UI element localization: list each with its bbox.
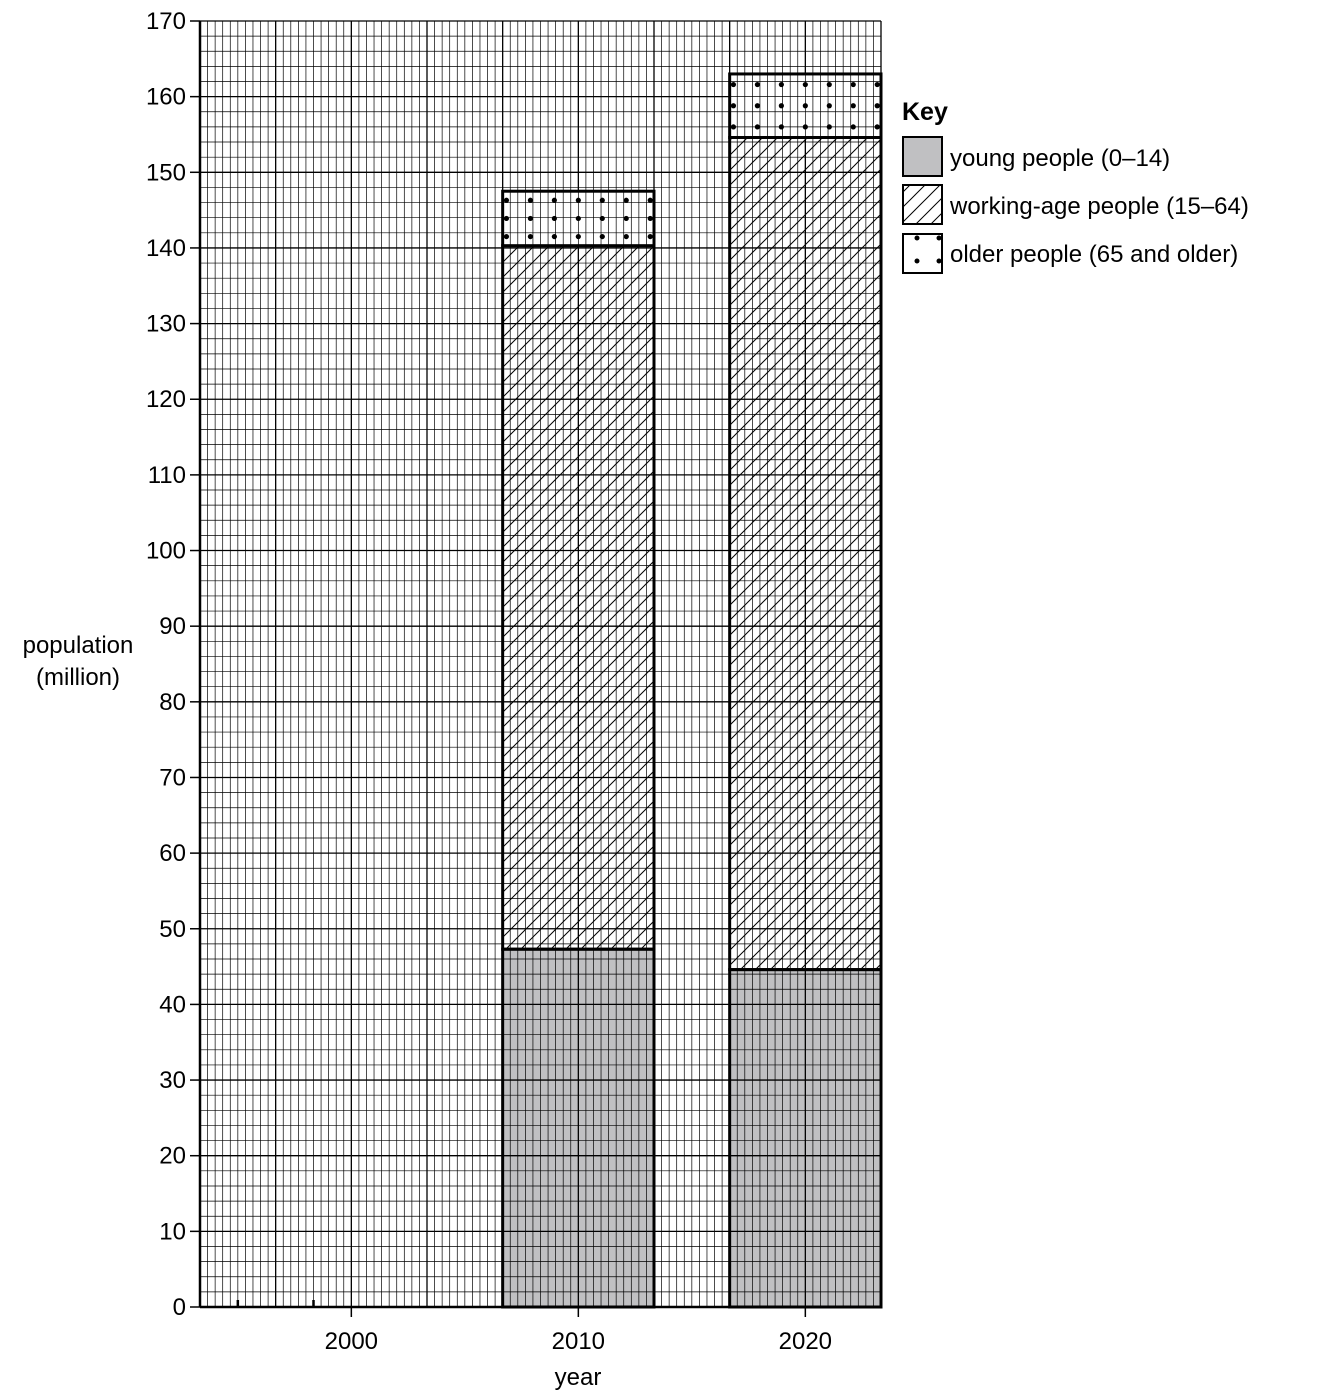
legend-swatch-older bbox=[902, 233, 943, 274]
bar-2010-older-dot bbox=[551, 233, 557, 240]
legend-swatch-older-dot-2 bbox=[936, 235, 942, 241]
bar-2010-working-age bbox=[502, 245, 654, 950]
bar-2010-older-dot bbox=[503, 215, 510, 222]
bar-2010-older-dot bbox=[599, 233, 605, 240]
y-tick-label: 170 bbox=[146, 8, 186, 35]
y-tick-label: 110 bbox=[148, 462, 186, 489]
legend-label-working-age: working-age people (15–64) bbox=[949, 193, 1249, 220]
y-tick-label: 130 bbox=[146, 311, 186, 338]
x-tick-label: 2020 bbox=[779, 1328, 832, 1355]
bar-2020-older-dot bbox=[826, 103, 832, 109]
bar-2020-older-dot bbox=[778, 81, 784, 88]
bar-2010-older-dot bbox=[551, 215, 557, 222]
legend-title: Key bbox=[902, 98, 948, 126]
chart-axes: 0 10 20 30 40 50 60 70 80 90 100 110 120 130 140 150 160… bbox=[146, 8, 881, 1355]
y-tick-label: 90 bbox=[159, 613, 186, 640]
x-tick-label: 2010 bbox=[552, 1328, 605, 1355]
legend-swatch-working-age bbox=[902, 184, 943, 225]
chart-bars bbox=[501, 72, 883, 1309]
y-tick-label: 100 bbox=[146, 538, 186, 565]
bar-2020-older-dot bbox=[754, 81, 761, 88]
y-tick-label: 80 bbox=[159, 689, 186, 716]
x-tick-label: 2000 bbox=[325, 1328, 378, 1355]
y-tick-label: 60 bbox=[159, 840, 186, 867]
x-axis-label: year bbox=[555, 1364, 602, 1391]
bar-2020-older-dot bbox=[874, 103, 880, 109]
bar-2020-older-dot bbox=[778, 103, 784, 109]
y-tick-label: 40 bbox=[159, 991, 186, 1018]
legend-swatch-young bbox=[902, 136, 943, 177]
bar-2020-older-dot bbox=[730, 103, 737, 109]
bar-2010-older-dot bbox=[503, 233, 510, 240]
bar-2020-older-dot bbox=[850, 81, 856, 88]
bar-2010-older-dot bbox=[647, 215, 653, 222]
bar-2020-working-age bbox=[729, 137, 881, 970]
legend-swatch-older-dot-4 bbox=[936, 258, 942, 264]
bar-2020-older-dot bbox=[850, 103, 856, 109]
y-tick-label: 50 bbox=[159, 916, 186, 943]
bar-2010-older-dot bbox=[575, 233, 581, 240]
bar-2010-older-dot bbox=[623, 233, 629, 240]
bar-2010-older-dot bbox=[647, 197, 653, 203]
legend-label-older: older people (65 and older) bbox=[950, 241, 1238, 268]
bar-2010-older-dot bbox=[575, 215, 581, 222]
bar-2020-older-dot bbox=[730, 81, 737, 88]
bar-2020-older-dot bbox=[874, 81, 880, 88]
bar-2010-older-dot bbox=[599, 197, 605, 203]
y-tick-label: 0 bbox=[173, 1294, 186, 1321]
y-tick-label: 20 bbox=[159, 1143, 186, 1170]
bar-2020-older-dot bbox=[802, 81, 808, 88]
legend: Key young people (0–14) working-age peop… bbox=[902, 98, 1249, 274]
bar-2020-older-dot bbox=[730, 124, 737, 130]
legend-swatch-older-dot-3 bbox=[914, 258, 920, 264]
y-tick-label: 70 bbox=[159, 764, 186, 791]
bar-2020-older-dot bbox=[802, 124, 808, 130]
y-axis-label-line1: population bbox=[23, 632, 134, 659]
bar-2020-older-dot bbox=[826, 81, 832, 88]
bar-2010-older-dot bbox=[527, 233, 534, 240]
bar-2010-older-dot bbox=[551, 197, 557, 203]
bar-2010-older-dot bbox=[599, 215, 605, 222]
bar-2020-older-dot bbox=[874, 124, 880, 130]
y-tick-label: 120 bbox=[146, 386, 186, 413]
bar-2010-older-dot bbox=[623, 215, 629, 222]
bar-2010-older-dot bbox=[527, 215, 534, 222]
legend-label-young: young people (0–14) bbox=[950, 145, 1170, 172]
y-axis-label-line2: (million) bbox=[36, 664, 120, 691]
y-tick-label: 10 bbox=[159, 1218, 186, 1245]
legend-swatch-older-dot-1 bbox=[914, 235, 920, 241]
bar-2020-older-dot bbox=[826, 124, 832, 130]
bar-2020-older-dot bbox=[850, 124, 856, 130]
y-tick-label: 150 bbox=[146, 159, 186, 186]
bar-2010-older-outline bbox=[501, 189, 656, 248]
bar-2010-older-dot bbox=[575, 197, 581, 203]
bar-2010-older-dot bbox=[623, 197, 629, 203]
bar-2020-older-dot bbox=[778, 124, 784, 130]
bar-2020-older-dot bbox=[754, 103, 761, 109]
y-tick-label: 160 bbox=[146, 84, 186, 111]
bar-2010-older-dot bbox=[647, 233, 653, 240]
bar-2010-older-dot bbox=[527, 197, 534, 203]
bar-2020-older-dot bbox=[754, 124, 761, 130]
bar-2010-older-dot bbox=[503, 197, 510, 203]
y-tick-label: 140 bbox=[146, 235, 186, 262]
y-tick-label: 30 bbox=[159, 1067, 186, 1094]
bar-2020-older-dot bbox=[802, 103, 808, 109]
bar-2020-older-outline bbox=[728, 72, 883, 139]
